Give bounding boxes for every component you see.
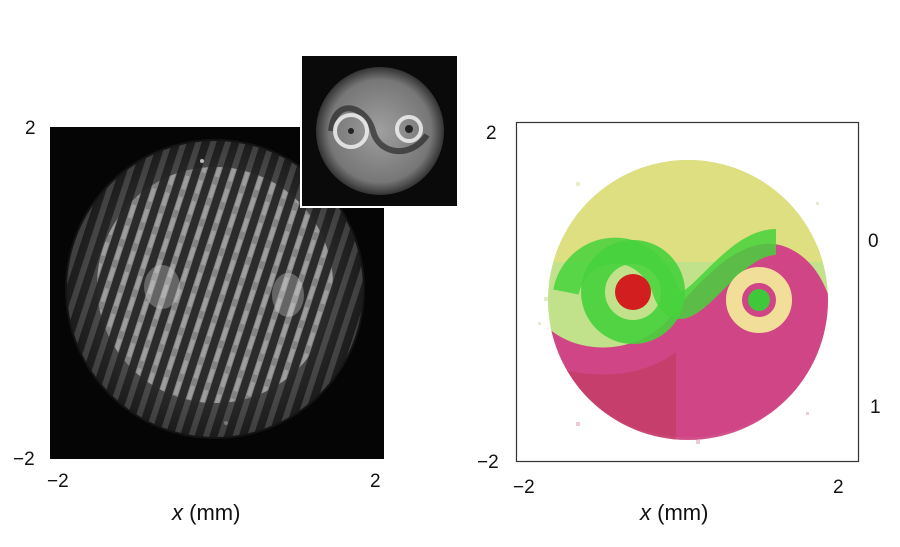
inset-ring-right — [395, 115, 423, 143]
right-y-tick-bottom: −2 — [477, 452, 499, 473]
right-image-panel — [515, 121, 860, 463]
left-bright-spot-2 — [272, 273, 304, 317]
left-x-tick-left: −2 — [47, 471, 69, 492]
right-y-tick-top: 2 — [486, 123, 497, 144]
colorbar-label-0: 0 — [868, 231, 879, 252]
inset-image — [300, 54, 459, 208]
inset-swirl — [328, 105, 430, 154]
right-x-tick-right: 2 — [833, 477, 844, 498]
left-y-tick-top: 2 — [25, 118, 36, 139]
colorbar-label-1: 1 — [870, 397, 881, 418]
inset-ring-left — [333, 113, 369, 149]
left-x-tick-right: 2 — [370, 471, 381, 492]
right-x-axis-label: x (mm) — [640, 500, 709, 525]
left-x-axis-label: x (mm) — [172, 500, 241, 525]
left-bright-spot-1 — [144, 265, 180, 309]
right-x-tick-left: −2 — [513, 477, 535, 498]
left-y-tick-bottom: −2 — [13, 449, 35, 470]
